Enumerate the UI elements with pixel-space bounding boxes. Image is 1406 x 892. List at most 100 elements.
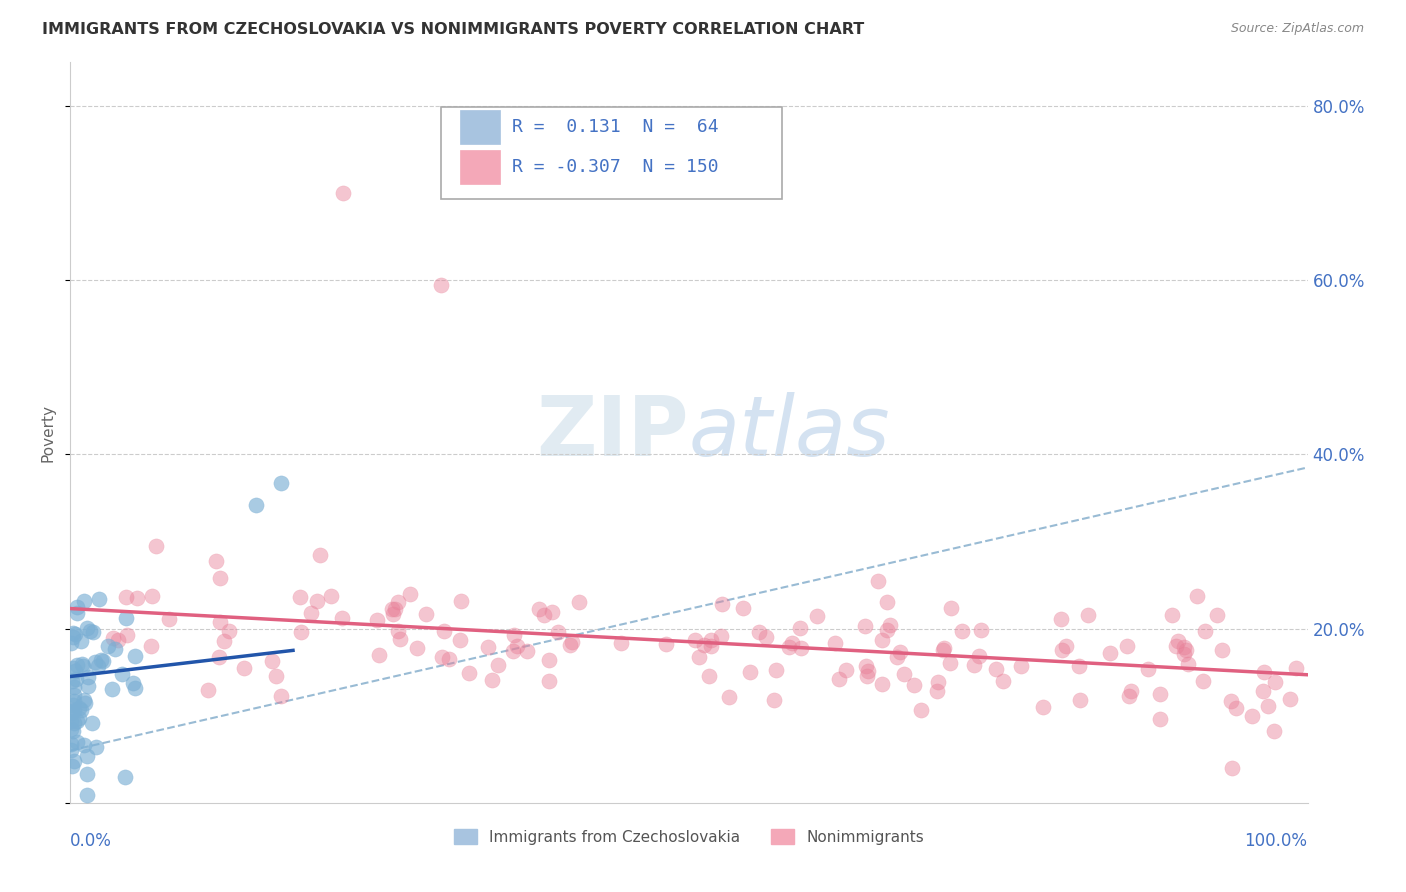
Point bbox=[70, 657, 93, 672]
Point bbox=[939, 600, 962, 615]
Point bbox=[1052, 643, 1074, 657]
Point bbox=[450, 594, 472, 608]
Point bbox=[157, 612, 180, 626]
Point bbox=[806, 609, 828, 624]
Point bbox=[430, 649, 453, 664]
Point bbox=[299, 606, 322, 620]
Point bbox=[270, 690, 292, 704]
Point bbox=[60, 635, 83, 649]
Point bbox=[449, 633, 471, 648]
Point bbox=[824, 636, 846, 650]
Point bbox=[699, 632, 721, 647]
Point bbox=[855, 659, 877, 673]
Point bbox=[124, 681, 146, 695]
Point bbox=[1115, 640, 1137, 654]
Point bbox=[125, 591, 148, 605]
Point bbox=[59, 737, 82, 751]
Text: IMMIGRANTS FROM CZECHOSLOVAKIA VS NONIMMIGRANTS POVERTY CORRELATION CHART: IMMIGRANTS FROM CZECHOSLOVAKIA VS NONIMM… bbox=[42, 22, 865, 37]
Point bbox=[117, 628, 139, 642]
Point bbox=[63, 680, 86, 694]
Point bbox=[305, 593, 328, 607]
Point bbox=[439, 652, 461, 666]
Point bbox=[1220, 761, 1243, 775]
Point bbox=[433, 624, 456, 638]
Point bbox=[1264, 675, 1286, 690]
Point bbox=[111, 667, 134, 681]
Point bbox=[107, 632, 129, 647]
Point bbox=[527, 601, 550, 615]
Point bbox=[927, 675, 949, 690]
Point bbox=[1211, 643, 1233, 657]
Legend: Immigrants from Czechoslovakia, Nonimmigrants: Immigrants from Czechoslovakia, Nonimmig… bbox=[449, 822, 929, 851]
Point bbox=[398, 587, 420, 601]
Point bbox=[993, 673, 1015, 688]
Text: 0.0%: 0.0% bbox=[70, 832, 112, 850]
Point bbox=[893, 666, 915, 681]
Point bbox=[710, 629, 733, 643]
Text: Source: ZipAtlas.com: Source: ZipAtlas.com bbox=[1230, 22, 1364, 36]
Point bbox=[1054, 640, 1077, 654]
Point bbox=[1177, 657, 1199, 671]
Point bbox=[967, 649, 990, 664]
Point bbox=[63, 688, 86, 702]
Point bbox=[62, 625, 84, 640]
Point bbox=[62, 661, 84, 675]
Point bbox=[430, 277, 453, 292]
Point bbox=[389, 632, 412, 646]
Point bbox=[67, 711, 90, 725]
Point bbox=[828, 672, 851, 686]
Point bbox=[1173, 640, 1195, 655]
Point bbox=[876, 595, 898, 609]
Point bbox=[1220, 694, 1243, 708]
Point bbox=[515, 644, 537, 658]
Point bbox=[1077, 608, 1099, 623]
Point bbox=[711, 597, 734, 611]
Point bbox=[76, 621, 98, 635]
Point bbox=[76, 789, 98, 803]
Point bbox=[1251, 683, 1274, 698]
Point bbox=[1285, 661, 1308, 675]
Point bbox=[70, 703, 93, 717]
Point bbox=[60, 743, 83, 757]
Point bbox=[290, 625, 312, 640]
Point bbox=[384, 602, 406, 616]
Point bbox=[73, 693, 96, 707]
Point bbox=[925, 683, 948, 698]
Point bbox=[932, 643, 955, 657]
Point bbox=[84, 740, 107, 755]
Point bbox=[502, 644, 524, 658]
Point bbox=[262, 654, 284, 668]
Point bbox=[790, 641, 813, 656]
Point bbox=[1263, 724, 1285, 739]
Point bbox=[60, 714, 83, 728]
Text: ZIP: ZIP bbox=[537, 392, 689, 473]
Point bbox=[683, 632, 706, 647]
Point bbox=[1173, 648, 1195, 662]
Point bbox=[79, 624, 101, 638]
Point bbox=[290, 591, 312, 605]
Point bbox=[97, 639, 120, 653]
FancyBboxPatch shape bbox=[460, 111, 499, 145]
FancyBboxPatch shape bbox=[460, 151, 499, 185]
Point bbox=[697, 669, 720, 683]
Point bbox=[547, 624, 569, 639]
Point bbox=[73, 696, 96, 710]
Point bbox=[332, 186, 354, 200]
Point bbox=[1253, 665, 1275, 679]
Point bbox=[66, 600, 89, 615]
Point bbox=[62, 693, 84, 707]
Point bbox=[209, 615, 232, 630]
Point bbox=[780, 635, 803, 649]
Point bbox=[114, 771, 136, 785]
Point bbox=[950, 624, 973, 639]
Point bbox=[503, 628, 526, 642]
Point bbox=[387, 595, 409, 609]
Point bbox=[970, 624, 993, 638]
Point bbox=[212, 633, 235, 648]
Point bbox=[932, 640, 955, 655]
Point bbox=[93, 654, 115, 668]
Point bbox=[66, 658, 89, 673]
Point bbox=[270, 475, 292, 490]
Point bbox=[245, 499, 267, 513]
Point bbox=[1067, 659, 1090, 673]
